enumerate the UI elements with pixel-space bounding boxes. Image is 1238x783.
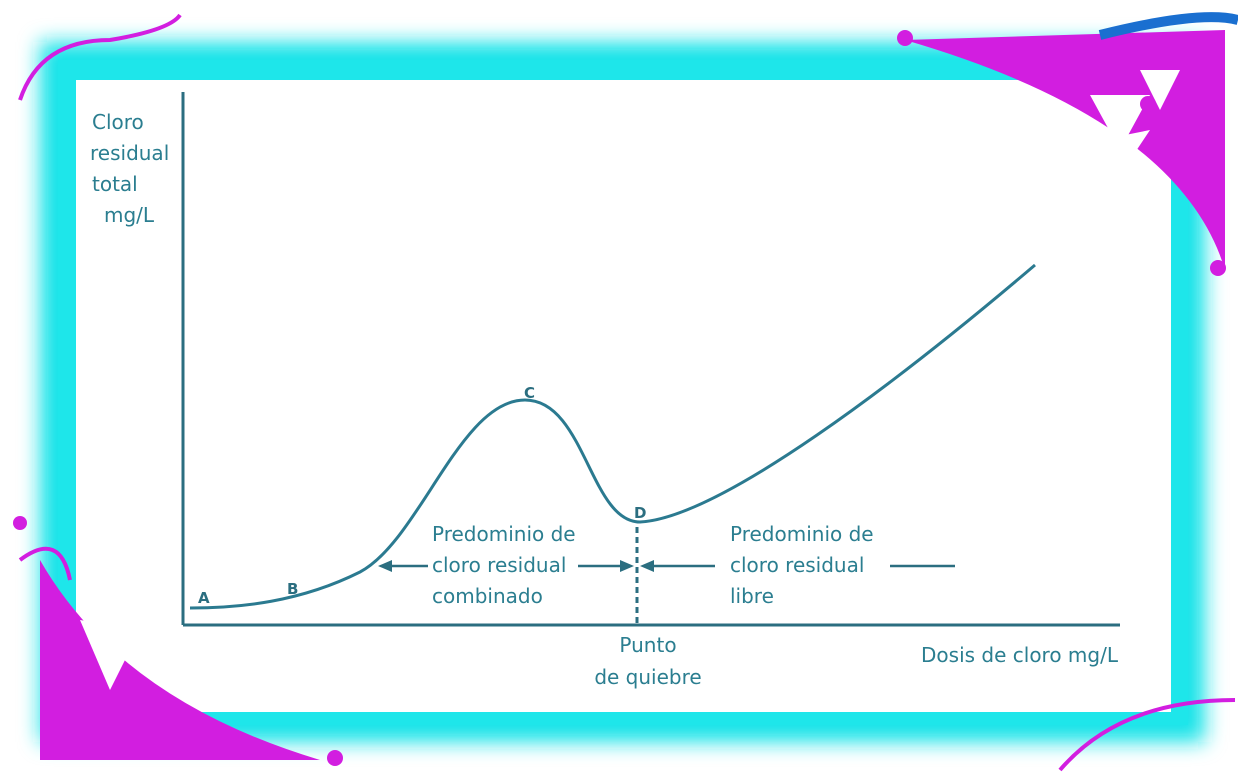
point-label: D [634,504,646,522]
axes [181,92,1120,627]
combined-note: cloro residual [432,553,566,577]
panel [76,80,1171,712]
breakpoint-note: Punto [619,633,676,657]
free-note: Predominio de [730,522,874,546]
y-axis-label: Cloro [92,110,144,134]
combined-note: Predominio de [432,522,576,546]
y-axis-label: total [92,172,138,196]
free-note: cloro residual [730,553,864,577]
breakpoint-note: de quiebre [594,665,701,689]
point-label: C [524,384,535,402]
breakpoint-curve [189,263,1036,610]
x-axis-label: Dosis de cloro mg/L [921,643,1119,667]
point-label: A [198,589,210,607]
y-axis-label: mg/L [104,203,155,227]
point-label: B [287,580,298,598]
decoration [13,12,1238,772]
arrows [378,560,955,572]
free-note: libre [730,584,774,608]
y-axis-label: residual [90,141,169,165]
combined-note: combinado [432,584,543,608]
